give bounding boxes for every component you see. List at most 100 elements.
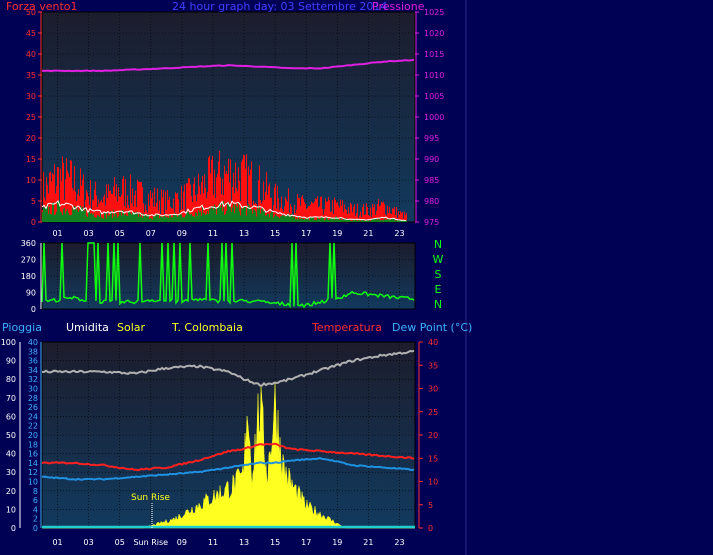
temperature-axis-tick: 0	[428, 524, 433, 533]
wind-label: Forza vento1	[6, 0, 78, 13]
x-axis-tick: 19	[332, 229, 342, 238]
humidity-label: Umidita	[66, 321, 109, 334]
compass-label: N	[434, 298, 442, 311]
wind-axis-tick: 35	[26, 71, 36, 80]
x-axis-tick: 23	[394, 538, 404, 547]
rain-axis-tick: 8	[33, 487, 38, 496]
rain-axis-tick: 36	[28, 357, 38, 366]
rain-axis-tick: 20	[28, 431, 38, 440]
wind-axis-tick: 45	[26, 29, 36, 38]
humidity-axis-tick: 70	[6, 394, 16, 403]
humidity-axis-tick: 10	[6, 505, 16, 514]
temperature-axis-tick: 15	[428, 454, 438, 463]
pressure-axis-tick: 995	[424, 134, 439, 143]
pressure-axis-tick: 1020	[424, 29, 444, 38]
x-axis-tick: 17	[301, 229, 311, 238]
humidity-axis-tick: 40	[6, 450, 16, 459]
rain-axis-tick: 0	[33, 524, 38, 533]
compass-label: E	[435, 283, 442, 296]
x-axis-tick: 09	[177, 538, 187, 547]
pressure-axis-tick: 990	[424, 155, 439, 164]
x-axis-tick: 05	[115, 538, 125, 547]
humidity-line	[41, 349, 415, 387]
wind-direction-line	[41, 242, 415, 309]
rain-axis-tick: 28	[28, 394, 38, 403]
wind-axis-tick: 25	[26, 113, 36, 122]
x-axis-tick: 07	[146, 229, 156, 238]
rain-axis-tick: 38	[28, 347, 38, 356]
rain-axis-tick: 10	[28, 478, 38, 487]
temperature-axis-tick: 25	[428, 408, 438, 417]
location-label: T. Colombaia	[171, 321, 243, 334]
x-axis-tick: 01	[52, 538, 62, 547]
wind-axis-tick: 50	[26, 8, 36, 17]
rain-axis-tick: 18	[28, 440, 38, 449]
dewpoint-label: Dew Point (°C)	[392, 321, 472, 334]
x-axis-tick: 05	[115, 229, 125, 238]
direction-axis-tick: 90	[26, 289, 36, 298]
x-axis-tick: 01	[52, 229, 62, 238]
pressure-axis-tick: 1010	[424, 71, 444, 80]
pressure-axis-tick: 985	[424, 176, 439, 185]
x-axis-tick: 13	[239, 538, 249, 547]
compass-label: W	[433, 253, 444, 266]
rain-axis-tick: 26	[28, 403, 38, 412]
temperature-axis-tick: 40	[428, 338, 438, 347]
x-axis-tick: 19	[332, 538, 342, 547]
humidity-axis-tick: 80	[6, 375, 16, 384]
pressure-label: Pressione	[372, 0, 425, 13]
wind-axis-tick: 20	[26, 134, 36, 143]
wind-axis-tick: 40	[26, 50, 36, 59]
direction-axis-tick: 360	[21, 239, 36, 248]
temperature-label: Temperatura	[311, 321, 382, 334]
pressure-axis-tick: 975	[424, 218, 439, 227]
humidity-axis-tick: 20	[6, 487, 16, 496]
rain-axis-tick: 6	[33, 496, 38, 505]
x-axis-tick: 21	[363, 538, 373, 547]
temperature-axis-tick: 10	[428, 478, 438, 487]
x-axis-tick: 15	[270, 229, 280, 238]
rain-axis-tick: 2	[33, 515, 38, 524]
humidity-axis-tick: 100	[1, 338, 16, 347]
x-axis-tick: 11	[208, 229, 218, 238]
humidity-axis-tick: 0	[11, 524, 16, 533]
rain-axis-tick: 12	[28, 468, 38, 477]
rain-axis-tick: 14	[28, 459, 38, 468]
wind-axis-tick: 0	[31, 218, 36, 227]
pressure-axis-tick: 980	[424, 197, 439, 206]
wind-axis-tick: 30	[26, 92, 36, 101]
temperature-axis-tick: 20	[428, 431, 438, 440]
rain-axis-tick: 16	[28, 450, 38, 459]
solar-label: Solar	[117, 321, 146, 334]
pressure-axis-tick: 1005	[424, 92, 444, 101]
wind-pressure-panel: Forza vento1 24 hour graph day: 03 Sette…	[6, 0, 444, 238]
x-axis-tick: 03	[84, 229, 94, 238]
rain-axis-tick: 22	[28, 422, 38, 431]
x-axis-tick: 03	[84, 538, 94, 547]
x-axis-tick: 21	[363, 229, 373, 238]
direction-axis-tick: 0	[31, 305, 36, 314]
temperature-axis-tick: 35	[428, 361, 438, 370]
direction-axis-tick: 270	[21, 256, 36, 265]
temperature-panel: Pioggia Umidita Solar T. Colombaia Tempe…	[1, 321, 473, 547]
wind-axis-tick: 5	[31, 197, 36, 206]
x-axis-tick: 23	[394, 229, 404, 238]
gust-line	[41, 199, 407, 222]
rain-axis-tick: 24	[28, 412, 38, 421]
pressure-axis-tick: 1025	[424, 8, 444, 17]
wind-axis-tick: 10	[26, 176, 36, 185]
temperature-line	[41, 442, 415, 472]
sun-rise-label: Sun Rise	[131, 493, 170, 503]
x-axis-tick: 09	[177, 229, 187, 238]
rain-label: Pioggia	[2, 321, 42, 334]
humidity-axis-tick: 50	[6, 431, 16, 440]
x-axis-tick: 11	[208, 538, 218, 547]
pressure-axis-tick: 1000	[424, 113, 444, 122]
rain-axis-tick: 40	[28, 338, 38, 347]
humidity-axis-tick: 90	[6, 357, 16, 366]
temperature-axis-tick: 30	[428, 385, 438, 394]
compass-label: N	[434, 238, 442, 251]
x-axis-tick: Sun Rise	[133, 538, 168, 547]
